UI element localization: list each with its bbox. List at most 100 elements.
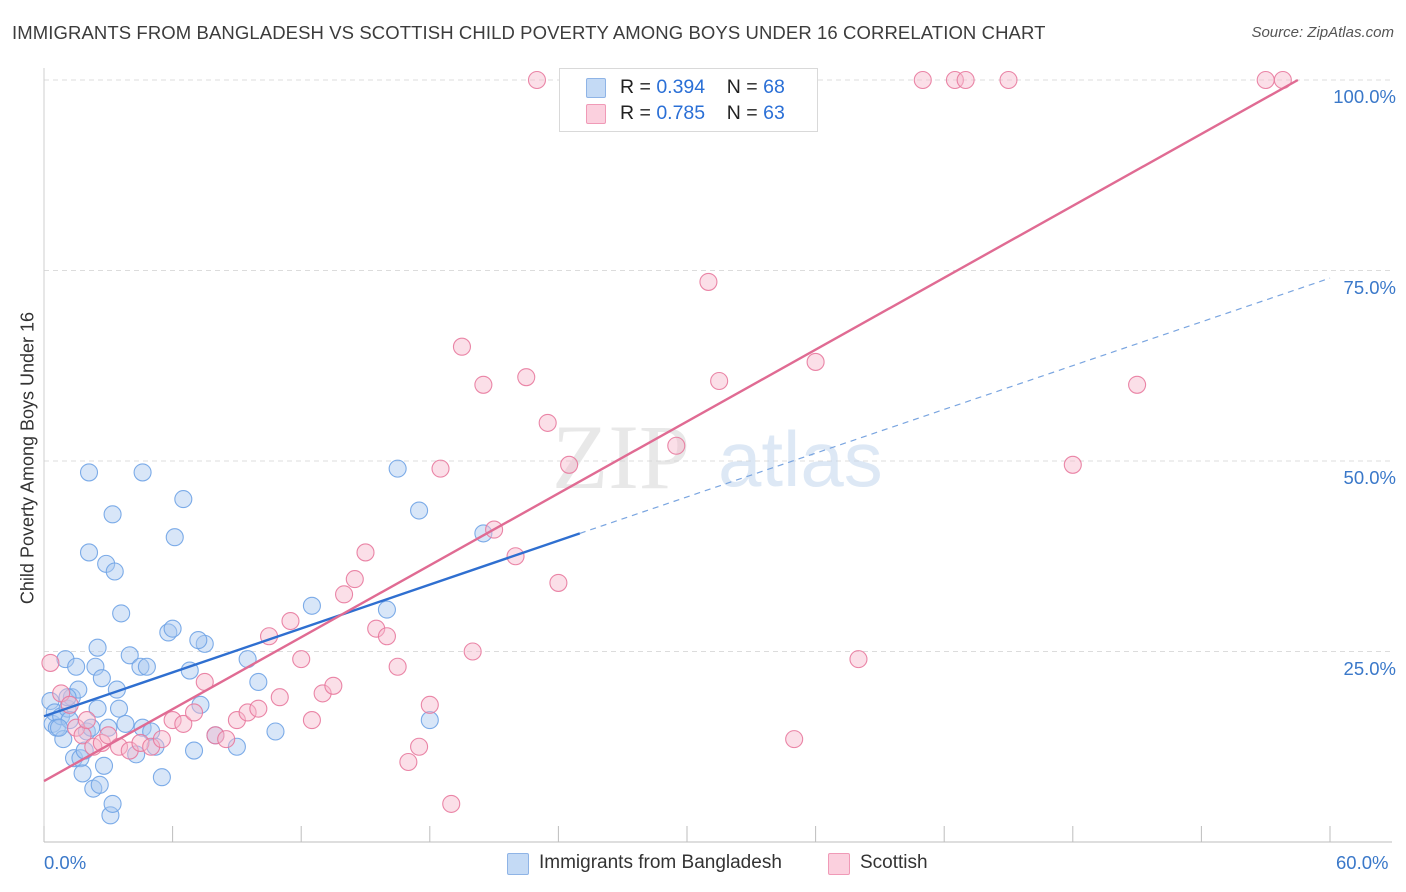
trend-line-scottish [43, 78, 1299, 783]
trend-line-bangladesh-extension [579, 277, 1331, 534]
data-point [1128, 375, 1147, 394]
data-point [249, 672, 268, 692]
data-point [560, 455, 579, 474]
data-point [474, 375, 493, 394]
data-point [90, 775, 109, 794]
legend-n-scottish: 63 [763, 102, 785, 124]
data-point [94, 756, 114, 775]
data-point [463, 642, 482, 661]
data-point [152, 768, 171, 787]
data-point [335, 585, 354, 604]
data-point [146, 737, 165, 756]
trend-lines [43, 78, 1331, 783]
data-point [88, 699, 107, 718]
data-point [420, 711, 439, 730]
y-axis-title: Child Poverty Among Boys Under 16 [17, 311, 38, 605]
legend-r-bangladesh: 0.394 [656, 76, 706, 98]
data-point [420, 695, 439, 714]
data-point [302, 596, 321, 615]
data-point [101, 806, 120, 825]
data-point [913, 70, 932, 90]
watermark-zip: ZIP [552, 406, 690, 508]
data-point [388, 459, 407, 478]
data-point [238, 703, 257, 722]
data-point [710, 371, 729, 391]
data-point [152, 730, 171, 749]
data-point [442, 794, 461, 813]
data-point [452, 337, 472, 356]
data-point [88, 638, 107, 657]
data-point [92, 669, 111, 688]
y-tick-label: 75.0% [1343, 276, 1396, 298]
y-tick-label: 100.0% [1333, 86, 1396, 107]
data-point [292, 650, 311, 669]
data-point [1063, 455, 1082, 474]
data-point [206, 726, 225, 745]
data-point [266, 722, 285, 741]
legend-r-scottish: 0.785 [656, 102, 706, 124]
data-point [67, 718, 86, 737]
data-point [410, 501, 429, 520]
data-point [410, 737, 429, 756]
data-point [99, 718, 118, 737]
data-point [79, 543, 99, 562]
data-point [67, 657, 86, 676]
data-point [120, 741, 139, 760]
data-point [249, 699, 268, 718]
data-point [137, 657, 156, 676]
data-point [227, 737, 246, 756]
data-point [163, 711, 182, 730]
trend-line-bangladesh [43, 532, 581, 718]
data-point [165, 528, 184, 547]
data-point [388, 657, 407, 676]
data-point [806, 352, 825, 371]
data-point [849, 650, 868, 669]
data-point [133, 463, 152, 482]
data-point [174, 714, 193, 733]
data-point [699, 272, 718, 291]
data-point [227, 711, 246, 730]
legend-swatch-bangladesh [586, 78, 606, 98]
data-point [116, 714, 135, 733]
data-point [431, 459, 450, 478]
data-point [538, 413, 557, 432]
data-point [1256, 70, 1275, 90]
data-point [77, 711, 96, 730]
data-point [945, 70, 964, 90]
data-point [69, 680, 88, 699]
data-point [73, 764, 92, 783]
data-point [527, 70, 547, 90]
data-point [86, 657, 105, 676]
data-point [131, 733, 150, 752]
data-point [41, 653, 60, 672]
legend-swatch-scottish [586, 104, 606, 124]
data-point [345, 570, 364, 589]
data-point [49, 718, 69, 737]
data-point [163, 619, 182, 638]
data-point [313, 684, 332, 703]
data-point [367, 619, 386, 638]
y-tick-label: 50.0% [1343, 467, 1396, 488]
bottom-legend-swatch-scottish [828, 853, 850, 875]
data-point [131, 657, 150, 676]
data-point [189, 631, 208, 650]
data-point [109, 699, 129, 718]
source-label: Source: ZipAtlas.com [1251, 24, 1394, 41]
data-point [785, 730, 804, 749]
watermark-atlas: atlas [718, 415, 883, 503]
data-point [120, 646, 139, 665]
data-point [184, 741, 204, 760]
data-point [999, 70, 1018, 90]
data-point [79, 463, 99, 482]
data-point [54, 730, 73, 749]
x-tick-min: 0.0% [44, 852, 87, 873]
data-point [217, 730, 236, 749]
axes [43, 68, 1392, 843]
data-point [281, 611, 300, 631]
x-tick-max: 60.0% [1336, 852, 1389, 873]
chart-title: IMMIGRANTS FROM BANGLADESH VS SCOTTISH C… [12, 22, 1046, 43]
data-point [174, 490, 193, 509]
data-point [517, 368, 536, 387]
data-point [103, 505, 122, 524]
